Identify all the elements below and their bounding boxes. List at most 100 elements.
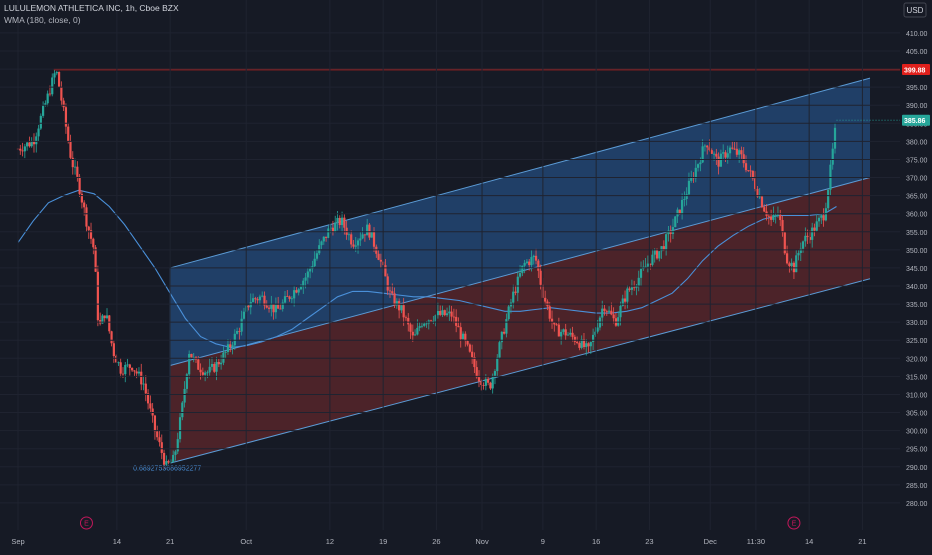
candle-body <box>92 238 95 248</box>
candle-body <box>352 244 355 247</box>
candle-body <box>126 364 129 366</box>
candle-body <box>512 291 515 303</box>
y-tick-label: 330.00 <box>906 320 928 327</box>
candle-body <box>534 255 538 261</box>
candle-body <box>96 271 99 321</box>
candle-body <box>637 277 640 287</box>
candle-body <box>763 207 766 212</box>
candle-body <box>391 291 394 294</box>
earnings-marker-icon <box>79 516 93 530</box>
candle-body <box>89 230 93 239</box>
candle-body <box>482 385 485 386</box>
candle-body <box>452 316 455 318</box>
candle-body <box>751 170 754 179</box>
candle-body <box>728 147 732 154</box>
candle-body <box>662 246 665 250</box>
candle-body <box>402 305 405 318</box>
candle-body <box>176 439 179 452</box>
candle-body <box>749 170 752 172</box>
candle-body <box>313 258 316 267</box>
candle-body <box>183 388 186 403</box>
y-tick-label: 375.00 <box>906 157 928 164</box>
y-tick-label: 370.00 <box>906 176 928 183</box>
candle-body <box>516 276 519 293</box>
y-tick-label: 320.00 <box>906 356 928 363</box>
candle-body <box>587 343 590 347</box>
x-tick-label: 21 <box>858 537 866 546</box>
candle-body <box>121 373 125 375</box>
candle-body <box>772 214 775 220</box>
candle-body <box>267 307 271 309</box>
candle-body <box>290 298 293 300</box>
candle-body <box>824 208 827 221</box>
candle-body <box>46 93 49 104</box>
candle-body <box>35 136 38 145</box>
candle-body <box>318 245 321 254</box>
candle-body <box>450 311 453 317</box>
candle-body <box>322 236 325 242</box>
candle-body <box>283 296 287 303</box>
earnings-marker-icon <box>787 516 801 530</box>
candle-body <box>265 305 268 308</box>
candle-body <box>229 344 232 348</box>
candle-body <box>537 260 540 271</box>
candle-body <box>528 261 531 266</box>
candle-body <box>222 352 225 363</box>
candle-body <box>603 308 606 311</box>
candle-body <box>78 176 81 194</box>
y-tick-label: 305.00 <box>906 411 928 418</box>
candle-body <box>566 334 570 336</box>
candle-body <box>156 431 159 438</box>
candle-body <box>204 372 207 375</box>
y-tick-label: 285.00 <box>906 483 928 490</box>
candle-body <box>804 235 807 242</box>
candle-body <box>407 317 410 325</box>
candle-body <box>445 313 449 316</box>
currency-badge[interactable] <box>903 2 927 18</box>
candle-body <box>162 452 166 465</box>
candle-body <box>783 232 786 254</box>
candle-body <box>674 216 677 228</box>
candle-body <box>128 364 131 368</box>
candle-body <box>153 415 157 432</box>
candle-body <box>181 402 184 418</box>
candle-body <box>429 320 433 322</box>
candle-body <box>507 306 510 320</box>
candle-body <box>644 266 647 268</box>
y-tick-label: 360.00 <box>906 212 928 219</box>
candle-body <box>131 367 134 371</box>
candle-body <box>117 362 120 364</box>
candle-body <box>416 327 419 335</box>
x-tick-label: 14 <box>113 537 121 546</box>
candle-body <box>299 286 303 290</box>
candle-body <box>142 383 145 385</box>
candle-body <box>23 146 26 152</box>
candle-body <box>327 228 330 238</box>
candle-body <box>288 296 291 299</box>
candle-body <box>172 454 175 463</box>
candle-body <box>413 334 417 336</box>
candle-body <box>368 224 371 238</box>
candle-body <box>261 295 264 297</box>
candle-body <box>343 217 346 228</box>
candle-body <box>514 291 517 293</box>
y-tick-label: 280.00 <box>906 501 928 508</box>
candle-body <box>302 280 305 287</box>
candle-body <box>67 126 70 142</box>
candle-body <box>251 298 255 302</box>
x-tick-label: Nov <box>475 537 489 546</box>
candle-body <box>199 369 202 373</box>
candle-body <box>562 329 565 332</box>
candle-body <box>740 150 743 155</box>
candle-body <box>505 319 508 334</box>
candle-body <box>639 268 643 278</box>
candle-body <box>461 333 465 340</box>
y-tick-label: 300.00 <box>906 429 928 436</box>
candle-body <box>197 359 200 370</box>
candle-body <box>681 199 684 214</box>
candle-body <box>626 288 629 302</box>
candle-body <box>489 382 492 389</box>
